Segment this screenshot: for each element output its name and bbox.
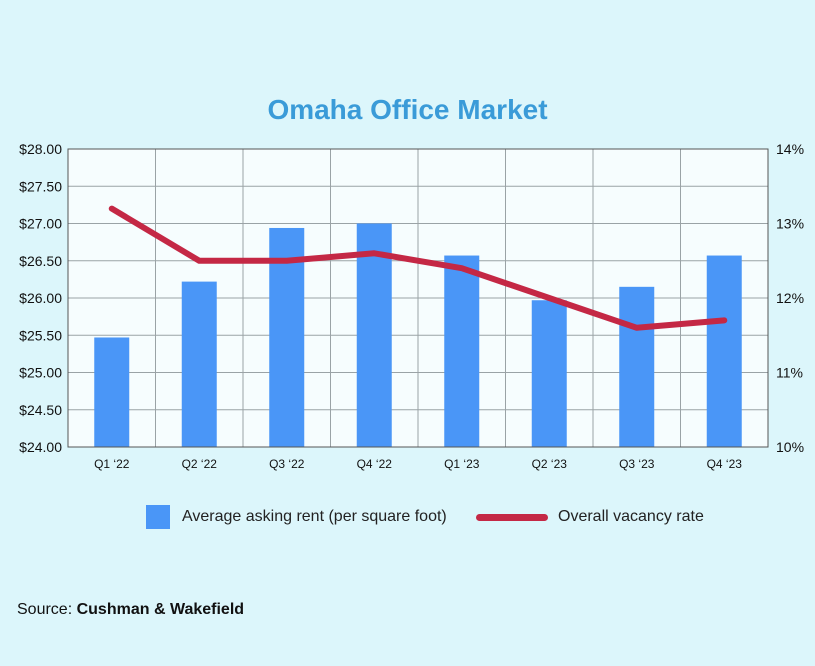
x-tick-label: Q2 ‘23 [532,457,568,471]
vacancy-point [284,258,290,264]
x-tick-label: Q4 ‘22 [357,457,393,471]
bar [94,337,130,447]
legend-item-rent: Average asking rent (per square foot) [146,505,447,529]
legend-item-vacancy: Overall vacancy rate [476,508,704,526]
y-left-tick-label: $26.50 [19,253,62,269]
y-left-tick-label: $24.50 [19,402,62,418]
legend-label-rent: Average asking rent (per square foot) [182,508,447,525]
y-left-tick-label: $26.00 [19,290,62,306]
plot-border [67,148,769,448]
vacancy-point [634,325,640,331]
x-tick-label: Q2 ‘22 [182,457,218,471]
vacancy-point [196,258,202,264]
legend: Average asking rent (per square foot) Ov… [0,505,815,535]
y-left-tick-label: $25.50 [19,327,62,343]
y-left-tick-label: $28.00 [19,141,62,157]
chart-title: Omaha Office Market [267,94,548,125]
x-tick-label: Q1 ‘23 [444,457,480,471]
y-left-tick-label: $27.50 [19,178,62,194]
source-note: Source: Cushman & Wakefield [17,601,244,619]
vacancy-point [721,317,727,323]
x-tick-label: Q3 ‘22 [269,457,305,471]
legend-line-swatch [476,513,548,521]
y-left-tick-label: $25.00 [19,365,62,381]
bar [444,255,480,447]
bar [356,223,392,447]
bar [706,255,742,447]
y-left-tick-label: $27.00 [19,216,62,232]
bar [619,286,655,447]
vacancy-point [371,250,377,256]
bar [181,281,217,447]
x-tick-label: Q4 ‘23 [707,457,743,471]
bar [531,300,567,447]
vacancy-point [546,295,552,301]
y-left-tick-label: $24.00 [19,439,62,455]
y-right-tick-label: 13% [776,216,804,232]
vacancy-point [109,206,115,212]
y-right-tick-label: 10% [776,439,804,455]
y-right-tick-label: 12% [776,290,804,306]
source-name: Cushman & Wakefield [76,601,245,618]
bar [269,227,305,447]
vacancy-point [459,265,465,271]
source-prefix: Source: [17,601,73,618]
legend-label-vacancy: Overall vacancy rate [558,508,704,525]
legend-bar-swatch [146,505,170,529]
x-tick-label: Q3 ‘23 [619,457,655,471]
y-right-tick-label: 11% [776,365,803,381]
vacancy-line [108,205,728,331]
y-right-tick-label: 14% [776,141,804,157]
x-tick-label: Q1 ‘22 [94,457,130,471]
